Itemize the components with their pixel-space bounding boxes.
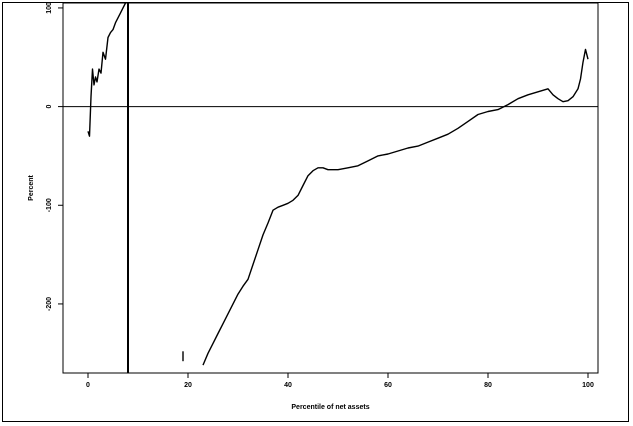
reference-lines (63, 3, 598, 373)
plot-area (62, 3, 599, 374)
x-axis-title: Percentile of net assets (291, 404, 369, 411)
series-line-segment-1-1 (87, 3, 127, 137)
y-axis: 100 0 -100 -200 (46, 3, 63, 311)
x-axis: 0 20 40 60 80 100 (86, 373, 594, 389)
series-line-segment-1-3 (202, 48, 589, 366)
y-tick-label: -100 (46, 198, 53, 212)
x-tick-label: 100 (582, 382, 594, 389)
x-tick-label: 0 (86, 382, 90, 389)
x-tick-label: 40 (284, 382, 292, 389)
chart-frame: 0 20 40 60 80 100 100 0 -100 -200 Percentile of … (2, 2, 629, 422)
plot-border (62, 3, 599, 374)
x-tick-label: 60 (384, 382, 392, 389)
y-axis-title: Percent (28, 174, 35, 200)
x-tick-label: 20 (184, 382, 192, 389)
x-tick-label: 80 (484, 382, 492, 389)
y-tick-label: 0 (46, 105, 53, 109)
line-chart: 0 20 40 60 80 100 100 0 -100 -200 Percentile of … (28, 3, 599, 411)
y-tick-label: 100 (46, 3, 53, 14)
series-layer (87, 3, 589, 366)
y-tick-label: -200 (46, 297, 53, 311)
